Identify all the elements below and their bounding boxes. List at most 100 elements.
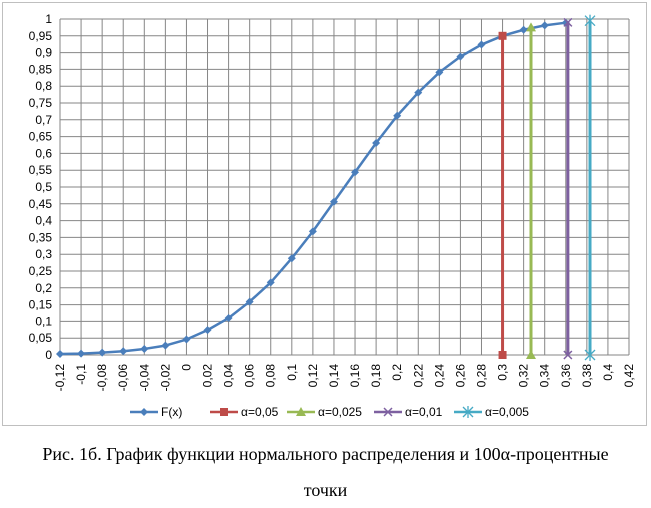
data-point-3-0 (563, 350, 573, 360)
y-tick-labels: 0 0,05 0,1 0,15 0,2 0,25 0,3 0,35 0,4 0,45 0,5 0,55… (29, 12, 53, 362)
legend-swatch-marker-2 (296, 407, 306, 416)
legend-swatch-marker-4 (462, 406, 474, 418)
y-tick-label: 0 (45, 348, 52, 362)
y-tick-label: 0,25 (29, 264, 53, 278)
figure-caption: Рис. 1б. График функции нормального расп… (0, 436, 651, 508)
legend-item-3: α=0,01 (374, 405, 443, 419)
legend-swatch-marker-3-stroke (383, 407, 393, 417)
y-tick-label: 0,4 (35, 214, 52, 228)
x-tick-label: 0 (179, 364, 193, 371)
y-tick-label: 0,45 (29, 197, 53, 211)
x-tick-label: 0,16 (348, 364, 362, 388)
data-point-0-19 (456, 52, 465, 61)
data-point-0-23 (540, 21, 549, 30)
y-tick-label: 0,3 (35, 247, 52, 261)
legend-item-1: α=0,05 (210, 405, 279, 419)
chart-frame: 0 0,05 0,1 0,15 0,2 0,25 0,3 0,35 0,4 0,45 0,5 0,55… (2, 2, 647, 426)
y-tick-label: 0,95 (29, 29, 53, 43)
series-0 (56, 18, 570, 358)
legend-label-3: α=0,01 (405, 405, 443, 419)
caption-line-2: точки (303, 480, 348, 500)
legend-swatch-marker-0 (140, 408, 148, 416)
data-point-3-1-stroke (563, 17, 573, 27)
y-tick-label: 0,05 (29, 331, 53, 345)
data-point-2-1 (526, 22, 537, 32)
y-tick-label: 0,1 (35, 314, 52, 328)
y-tick-label: 0,2 (35, 281, 52, 295)
data-point-0-18 (435, 68, 444, 77)
legend-item-4: α=0,005 (454, 405, 529, 419)
series-2 (526, 22, 537, 359)
x-tick-label: 0,18 (369, 364, 383, 388)
y-tick-label: 1 (45, 12, 52, 26)
data-point-0-14 (351, 168, 360, 177)
data-point-2-0 (526, 350, 537, 359)
x-tick-label: -0,06 (116, 364, 130, 392)
x-tick-label: 0,08 (264, 364, 278, 388)
data-point-1-0 (498, 351, 507, 359)
legend-swatch-marker-1 (220, 408, 228, 416)
y-tick-label: 0,9 (35, 46, 52, 60)
data-point-3-0-stroke (563, 350, 573, 360)
data-point-0-10 (266, 278, 275, 287)
legend-label-2: α=0,025 (318, 405, 362, 419)
x-tick-label: 0,34 (538, 364, 552, 388)
series-1 (498, 31, 507, 359)
x-tick-label: 0,14 (327, 364, 341, 388)
y-tick-label: 0,5 (35, 180, 52, 194)
y-tick-label: 0,8 (35, 79, 52, 93)
x-tick-label: 0,06 (243, 364, 257, 388)
legend-item-2: α=0,025 (287, 405, 362, 419)
legend: F(x) α=0,05 α=0,025 α=0,01 α=0,005 (130, 405, 529, 419)
data-point-0-22 (519, 25, 528, 34)
legend-label-4: α=0,005 (485, 405, 529, 419)
x-tick-label: 0,1 (285, 364, 299, 381)
data-point-0-15 (372, 138, 381, 147)
data-point-0-3 (119, 347, 128, 356)
y-tick-label: 0,35 (29, 230, 53, 244)
x-tick-label: -0,1 (74, 364, 88, 385)
x-tick-label: 0,24 (432, 364, 446, 388)
x-tick-label: 0,12 (306, 364, 320, 388)
data-point-0-17 (414, 88, 423, 97)
legend-swatch-marker-3 (383, 407, 393, 417)
legend-item-0: F(x) (130, 405, 182, 419)
y-tick-label: 0,75 (29, 96, 53, 110)
x-tick-label: 0,38 (580, 364, 594, 388)
y-tick-label: 0,85 (29, 62, 53, 76)
data-point-0-1 (77, 349, 86, 358)
y-tick-label: 0,6 (35, 146, 52, 160)
data-point-0-9 (245, 297, 254, 306)
x-tick-label: -0,04 (137, 364, 151, 392)
x-tick-label: 0,32 (517, 364, 531, 388)
x-tick-label: 0,36 (559, 364, 573, 388)
data-point-0-12 (308, 227, 317, 236)
series-layer (56, 14, 596, 361)
data-point-0-11 (287, 254, 296, 263)
series-3 (563, 17, 573, 360)
data-point-0-4 (140, 344, 149, 353)
x-tick-label: 0,26 (453, 364, 467, 388)
data-point-4-0 (584, 349, 596, 361)
x-tick-label: -0,12 (53, 364, 67, 392)
x-tick-label: 0,3 (496, 364, 510, 381)
data-point-0-6 (182, 335, 191, 344)
y-tick-label: 0,55 (29, 163, 53, 177)
x-tick-label: 0,28 (474, 364, 488, 388)
x-tick-labels: -0,12 -0,1 -0,08 -0,06 -0,04 -0,02 0 0,02 0,04 0,… (53, 364, 636, 392)
data-point-0-7 (203, 326, 212, 335)
x-tick-label: 0,02 (201, 364, 215, 388)
x-tick-label: 0,4 (601, 364, 615, 381)
data-point-0-20 (477, 40, 486, 49)
data-point-0-2 (98, 348, 107, 357)
data-point-0-13 (329, 197, 338, 206)
data-point-1-1 (498, 31, 507, 40)
legend-label-1: α=0,05 (241, 405, 279, 419)
x-tick-label: 0,42 (622, 364, 636, 388)
data-point-0-5 (161, 341, 170, 350)
grid-layer (59, 18, 630, 356)
data-point-4-1 (584, 14, 596, 27)
chart-svg: 0 0,05 0,1 0,15 0,2 0,25 0,3 0,35 0,4 0,45 0,5 0,55… (29, 12, 636, 419)
series-4 (584, 14, 596, 361)
caption-line-1: Рис. 1б. График функции нормального расп… (42, 444, 609, 464)
